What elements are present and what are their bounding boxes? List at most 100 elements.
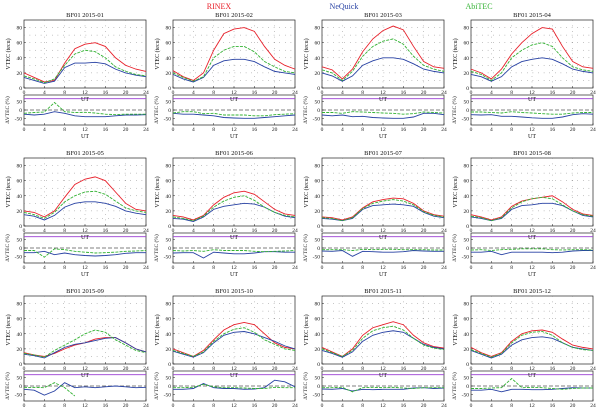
x-tick-label: 16: [401, 366, 407, 372]
y-axis-label: ΔVTEC (%): [153, 372, 160, 400]
y-tick-label: 0: [466, 86, 469, 92]
x-tick-label: 8: [63, 228, 66, 234]
series-line-abitec: [321, 325, 445, 357]
series-line-abitec: [172, 195, 296, 222]
x-tick-label: 8: [361, 127, 364, 133]
y-axis-label: ΔVTEC (%): [451, 372, 458, 400]
y-tick-label: 80: [17, 164, 23, 170]
x-tick-label: 12: [529, 403, 535, 407]
x-tick-label: 8: [510, 228, 513, 234]
y-tick-label: 50: [315, 376, 321, 382]
x-tick-label: 0: [470, 403, 473, 407]
series-line-rinex: [172, 190, 296, 221]
x-tick-label: 20: [421, 403, 427, 407]
x-tick-label: 12: [380, 403, 386, 407]
x-tick-label: 12: [82, 127, 88, 133]
series-line-abitec: [321, 38, 445, 82]
y-tick-label: 40: [315, 194, 321, 200]
x-tick-label: 0: [172, 228, 175, 234]
x-tick-label: 20: [421, 90, 427, 96]
series-line-nequick: [321, 203, 445, 222]
x-tick-label: 24: [590, 90, 596, 96]
x-tick-label: 8: [63, 90, 66, 96]
panel-8: BF01 2015-08020406080-500500044881212161…: [451, 150, 596, 278]
x-tick-label: 0: [172, 403, 175, 407]
x-tick-label: 12: [82, 90, 88, 96]
x-tick-label: 4: [341, 265, 344, 271]
y-tick-label: 20: [17, 209, 23, 215]
y-tick-label: 20: [166, 209, 172, 215]
y-tick-label: 80: [315, 302, 321, 308]
y-tick-label: 0: [19, 362, 22, 368]
x-tick-label: 0: [470, 265, 473, 271]
x-tick-label: 4: [192, 265, 195, 271]
panel-7: BF01 2015-07020406080-500500044881212161…: [302, 150, 447, 278]
y-tick-label: 80: [464, 302, 470, 308]
series-line-abitec: [23, 190, 147, 219]
y-tick-label: 40: [166, 194, 172, 200]
x-tick-label: 20: [570, 403, 576, 407]
y-tick-label: 50: [464, 238, 470, 244]
panel-title: BF01 2015-03: [364, 12, 402, 19]
x-tick-label: 20: [421, 127, 427, 133]
x-tick-label: 24: [590, 403, 596, 407]
x-tick-label: 0: [172, 90, 175, 96]
delta-line-abitec: [23, 101, 146, 116]
delta-line-nequick: [321, 250, 444, 257]
x-axis-label: UT: [379, 235, 387, 241]
y-tick-label: 50: [315, 100, 321, 106]
x-tick-label: 12: [82, 366, 88, 372]
series-line-rinex: [172, 27, 296, 81]
x-tick-label: 4: [43, 90, 46, 96]
y-tick-label: 50: [17, 376, 23, 382]
y-axis-label: ΔVTEC (%): [153, 96, 160, 124]
x-axis-label: UT: [230, 134, 238, 140]
series-line-abitec: [172, 327, 296, 357]
y-tick-label: 60: [166, 41, 172, 47]
y-tick-label: 80: [315, 26, 321, 32]
y-tick-label: 50: [464, 376, 470, 382]
x-tick-label: 0: [321, 228, 324, 234]
delta-line-nequick: [172, 251, 295, 259]
panel-title: BF01 2015-12: [513, 288, 551, 295]
x-tick-label: 24: [441, 366, 447, 372]
y-axis-label: VTEC (tecu): [303, 176, 310, 207]
y-tick-label: -50: [462, 392, 470, 398]
x-tick-label: 4: [43, 403, 46, 407]
y-tick-label: 20: [166, 71, 172, 77]
panel-5: BF01 2015-05020406080-500500044881212161…: [4, 150, 149, 278]
x-tick-label: 16: [550, 403, 556, 407]
x-tick-label: 12: [529, 265, 535, 271]
x-axis-label: UT: [230, 97, 238, 103]
x-tick-label: 16: [252, 403, 258, 407]
x-tick-label: 20: [421, 228, 427, 234]
y-tick-label: 0: [317, 224, 320, 230]
delta-line-nequick: [471, 250, 593, 256]
delta-line-nequick: [24, 250, 146, 257]
y-tick-label: -50: [15, 254, 23, 260]
x-tick-label: 4: [192, 403, 195, 407]
x-tick-label: 20: [272, 403, 278, 407]
y-tick-label: 60: [315, 41, 321, 47]
y-tick-label: 0: [19, 246, 22, 252]
delta-line-abitec: [173, 383, 295, 389]
y-tick-label: 60: [17, 179, 23, 185]
panel-4: BF01 2015-04020406080-500500044881212161…: [451, 12, 596, 140]
y-axis-label: ΔVTEC (%): [4, 372, 11, 400]
legend-entry-rinex: RINEX: [207, 2, 232, 11]
x-tick-label: 20: [570, 228, 576, 234]
x-tick-label: 16: [252, 265, 258, 271]
delta-line-nequick: [471, 387, 593, 393]
series-line-nequick: [321, 57, 445, 82]
x-tick-label: 20: [570, 90, 576, 96]
y-tick-label: 20: [17, 71, 23, 77]
y-tick-label: 40: [17, 194, 23, 200]
y-axis-label: ΔVTEC (%): [302, 96, 309, 124]
x-tick-label: 20: [123, 403, 129, 407]
x-tick-label: 0: [172, 366, 175, 372]
delta-line-abitec: [172, 249, 296, 253]
x-tick-label: 12: [82, 228, 88, 234]
x-tick-label: 0: [321, 265, 324, 271]
delta-line-nequick: [173, 379, 296, 390]
